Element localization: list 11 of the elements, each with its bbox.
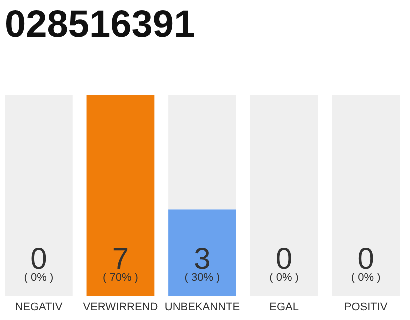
annotation: ( 30% ) [184,272,220,284]
annotation: ( 0% ) [351,272,381,284]
x-tick-label: NEGATIV [15,302,64,314]
annotation: ( 0% ) [24,272,54,284]
chart-title: 028516391 [5,4,196,46]
x-tick-label: POSITIV [344,302,388,314]
x-tick-label: EGAL [270,302,299,314]
x-tick-label: VERWIRREND [83,302,158,314]
x-tick-label: UNBEKANNTE [164,302,240,314]
annotation: ( 0% ) [270,272,299,284]
annotation: ( 70% ) [102,272,138,284]
